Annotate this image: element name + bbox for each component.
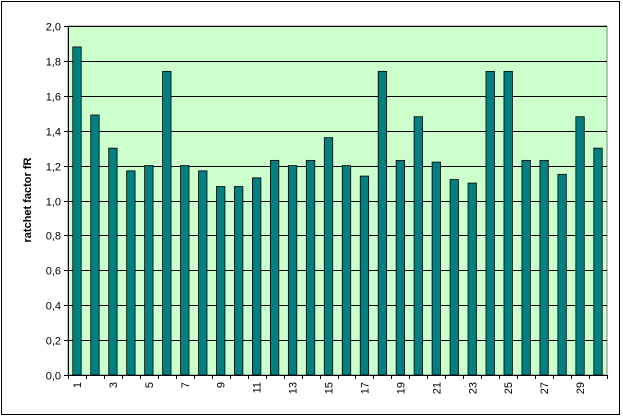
x-tick-label: 17 (359, 382, 371, 394)
bar-17 (359, 175, 370, 376)
bar-11 (252, 177, 262, 376)
gridlines (68, 26, 607, 341)
x-tick-label: 29 (575, 382, 587, 394)
bar-20 (413, 116, 423, 376)
y-tick-label: 0,0 (46, 371, 61, 383)
x-tick-label: 15 (324, 382, 336, 394)
x-tick-label: 5 (144, 382, 156, 388)
bar-4 (126, 170, 136, 376)
x-tick-label: 21 (431, 382, 443, 394)
bars (72, 46, 603, 376)
bar-2 (90, 114, 100, 376)
bar-7 (180, 165, 190, 376)
y-tick-label: 0,6 (46, 266, 61, 278)
y-tick-label: 1,0 (46, 197, 61, 209)
bar-3 (108, 147, 118, 376)
bar-1 (72, 46, 82, 376)
x-tick-label: 19 (395, 382, 407, 394)
x-tick-label: 3 (108, 382, 120, 388)
x-tick-label: 23 (467, 382, 479, 394)
y-tick-label: 0,4 (46, 301, 61, 313)
x-tick-label: 1 (72, 382, 84, 388)
y-tick-label: 0,2 (46, 336, 61, 348)
bar-23 (467, 182, 477, 376)
plot-area (67, 25, 608, 376)
y-tick-label: 2,0 (46, 22, 61, 34)
bar-13 (287, 165, 298, 376)
y-axis-title: ratchet factor fR (22, 157, 34, 242)
x-tick-label: 27 (539, 382, 551, 394)
bar-29 (575, 116, 585, 376)
bar-25 (503, 70, 513, 376)
y-tick-label: 0,8 (46, 231, 61, 243)
y-tick-label: 1,6 (46, 92, 61, 104)
bar-6 (162, 70, 172, 376)
bar-10 (234, 186, 244, 376)
bar-26 (521, 159, 531, 376)
bar-24 (485, 70, 495, 376)
bar-12 (269, 159, 280, 376)
bar-27 (539, 159, 549, 376)
bar-5 (144, 165, 154, 376)
y-tick-label: 1,2 (46, 162, 61, 174)
bar-8 (198, 170, 208, 376)
x-tick-label: 7 (180, 382, 192, 388)
bar-15 (323, 137, 334, 376)
bar-30 (593, 147, 603, 376)
bar-28 (557, 173, 567, 376)
y-tick-labels: 0,0 0,2 0,4 0,6 0,8 1,0 1,2 1,4 1,6 1,8 2,0 (46, 22, 68, 383)
x-tick-label: 13 (288, 382, 300, 394)
bar-18 (377, 70, 388, 376)
y-tick-label: 1,4 (46, 127, 61, 139)
bar-22 (449, 179, 459, 376)
bar-16 (341, 165, 352, 376)
x-tick-label: 25 (503, 382, 515, 394)
x-tick-label: 11 (252, 382, 264, 393)
bar-14 (305, 159, 316, 376)
x-tick-labels: 1 3 5 7 9 11 13 15 17 19 21 23 25 27 29 (68, 375, 608, 394)
y-tick-label: 1,8 (46, 57, 61, 69)
bar-9 (216, 186, 226, 376)
x-tick-label: 9 (216, 382, 228, 388)
bar-19 (395, 159, 406, 376)
bar-21 (431, 161, 441, 376)
